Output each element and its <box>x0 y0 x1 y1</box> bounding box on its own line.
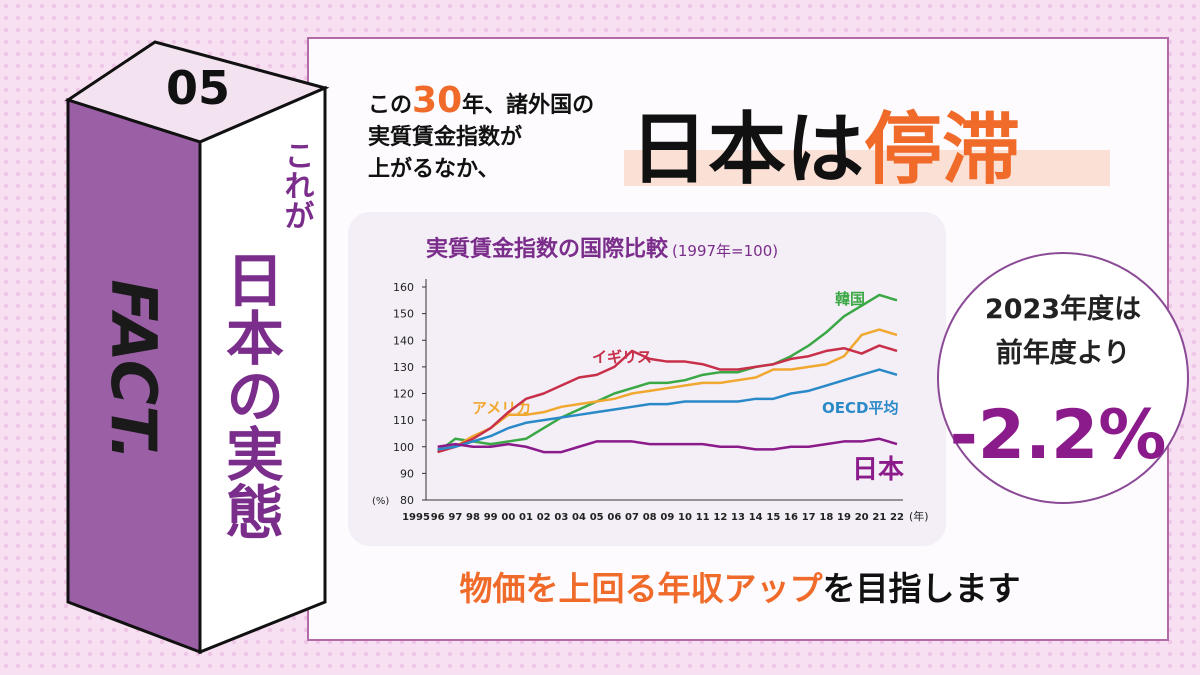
x-tick-label: 08 <box>643 512 657 523</box>
x-tick-label: 98 <box>466 512 480 523</box>
footer: 物価を上回る年収アップを目指します <box>460 569 1021 608</box>
callout-line: 前年度より <box>996 337 1130 369</box>
x-tick-label: 06 <box>607 512 621 523</box>
x-tick-label: 11 <box>696 512 710 523</box>
series-label: 韓国 <box>835 290 865 308</box>
main-text: 日本は <box>630 105 864 195</box>
x-tick-label: 02 <box>537 512 551 523</box>
badge-vertical-small: これが <box>279 140 314 230</box>
x-tick-label: 18 <box>819 512 833 523</box>
x-tick-label: 96 <box>431 512 445 523</box>
x-tick-label: 16 <box>784 512 798 523</box>
series-line <box>437 344 898 454</box>
x-tick-label: 21 <box>872 512 886 523</box>
badge-side: FACT. <box>97 279 170 460</box>
lead-text: この <box>368 93 412 118</box>
x-tick-label: 01 <box>519 512 533 523</box>
x-tick-label: 00 <box>501 512 515 523</box>
x-tick-label: 17 <box>802 512 816 523</box>
lead-text: 年、諸外国の <box>462 92 594 118</box>
x-tick-label: 19 <box>837 512 851 523</box>
x-tick-label: 04 <box>572 512 586 523</box>
y-tick-label: 150 <box>393 308 414 321</box>
y-tick-label: 120 <box>393 388 414 401</box>
badge-vertical-large: 日本の実態 <box>216 250 284 540</box>
y-tick-label: 110 <box>393 414 414 427</box>
footer-accent: 物価を上回る年収アップ <box>460 569 824 608</box>
callout-circle <box>937 252 1189 504</box>
y-tick-label: 80 <box>400 494 414 507</box>
x-tick-label: 1995 <box>402 512 430 523</box>
x-tick-label: 12 <box>713 512 727 523</box>
x-tick-label: 13 <box>731 512 745 523</box>
footer-text: を目指します <box>823 569 1021 608</box>
lead-number: 30 <box>412 80 462 121</box>
series-line <box>437 368 898 451</box>
chart-title: 実質賃金指数の国際比較 (1997年=100) <box>426 236 778 262</box>
main-accent: 停滞 <box>864 105 1020 195</box>
x-axis-label: (年) <box>909 509 929 523</box>
x-tick-label: 14 <box>749 512 763 523</box>
x-tick-label: 22 <box>890 512 904 523</box>
series-line <box>437 328 898 451</box>
headline-lead: 上がるなか、 <box>368 156 500 182</box>
headline-main: 日本は停滞 <box>630 105 1020 195</box>
headline-lead: 実質賃金指数が <box>368 124 522 150</box>
x-tick-label: 03 <box>554 512 568 523</box>
y-tick-label: 130 <box>393 361 414 374</box>
x-tick-label: 05 <box>590 512 604 523</box>
callout-value: -2.2% <box>950 396 1167 475</box>
series-label: アメリカ <box>472 399 531 417</box>
headline-lead: この30年、諸外国の <box>368 80 594 121</box>
series-label: 日本 <box>852 455 904 485</box>
callout-line: 2023年度は <box>985 293 1141 325</box>
y-tick-label: 100 <box>393 441 414 454</box>
x-tick-label: 99 <box>484 512 498 523</box>
y-axis-label: (%) <box>372 496 389 507</box>
box-right <box>198 85 327 655</box>
y-tick-label: 140 <box>393 334 414 347</box>
chart-title-text: 実質賃金指数の国際比較 <box>426 236 669 262</box>
x-tick-label: 20 <box>855 512 869 523</box>
badge-number: 05 <box>166 61 230 115</box>
series-label: OECD平均 <box>822 399 898 417</box>
series-label: イギリス <box>592 348 652 366</box>
series-line <box>437 437 898 454</box>
x-tick-label: 07 <box>625 512 639 523</box>
series-line <box>436 293 898 454</box>
x-tick-label: 15 <box>766 512 780 523</box>
chart-panel <box>348 212 946 546</box>
y-tick-label: 160 <box>393 281 414 294</box>
y-tick-label: 90 <box>400 467 414 480</box>
x-tick-label: 09 <box>660 512 674 523</box>
headline-highlight <box>624 150 1110 186</box>
chart-subtitle: (1997年=100) <box>672 242 778 260</box>
x-tick-label: 97 <box>448 512 462 523</box>
x-tick-label: 10 <box>678 512 692 523</box>
